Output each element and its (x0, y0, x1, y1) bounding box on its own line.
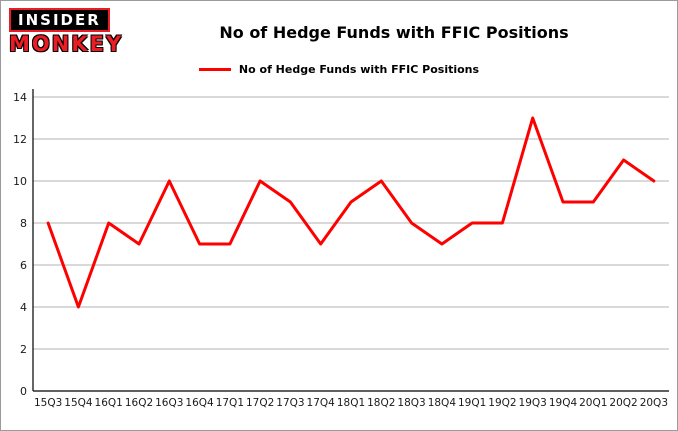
x-tick-label: 17Q1 (216, 397, 244, 409)
x-tick-label: 18Q1 (337, 397, 365, 409)
legend-line-swatch (198, 68, 231, 71)
y-tick-label: 12 (13, 133, 27, 146)
y-tick-label: 14 (13, 91, 27, 104)
x-tick-label: 15Q4 (64, 397, 93, 409)
x-tick-label: 19Q2 (488, 397, 516, 409)
x-tick-label: 15Q3 (34, 397, 62, 409)
x-tick-label: 20Q2 (609, 397, 637, 409)
logo-insider-text: INSIDER (9, 8, 110, 32)
x-tick-label: 19Q3 (519, 397, 547, 409)
series-line (46, 116, 656, 309)
x-tick-label: 17Q3 (276, 397, 304, 409)
x-tick-label: 16Q2 (125, 397, 153, 409)
chart-title: No of Hedge Funds with FFIC Positions (219, 23, 569, 42)
x-tick-label: 20Q3 (640, 397, 668, 409)
x-tick-label: 16Q3 (155, 397, 183, 409)
legend: No of Hedge Funds with FFIC Positions (1, 63, 677, 76)
x-tick-label: 18Q2 (367, 397, 395, 409)
x-tick-label: 16Q1 (95, 397, 123, 409)
y-tick-label: 2 (20, 343, 27, 356)
y-tick-label: 0 (20, 385, 27, 398)
x-tick-label: 20Q1 (579, 397, 607, 409)
x-tick-label: 19Q4 (549, 397, 578, 409)
y-tick-label: 6 (20, 259, 27, 272)
x-tick-label: 19Q1 (458, 397, 486, 409)
x-tick-label: 17Q4 (307, 397, 336, 409)
x-tick-label: 18Q4 (428, 397, 457, 409)
logo-monkey-text: MONKEY (9, 31, 124, 56)
x-tick-label: 17Q2 (246, 397, 274, 409)
legend-label: No of Hedge Funds with FFIC Positions (238, 63, 480, 76)
y-tick-label: 4 (20, 301, 27, 314)
y-tick-label: 10 (13, 175, 27, 188)
x-tick-label: 18Q3 (397, 397, 425, 409)
y-tick-label: 8 (20, 217, 27, 230)
insider-monkey-logo: INSIDER MONKEY (9, 8, 131, 55)
x-tick-label: 16Q4 (185, 397, 214, 409)
